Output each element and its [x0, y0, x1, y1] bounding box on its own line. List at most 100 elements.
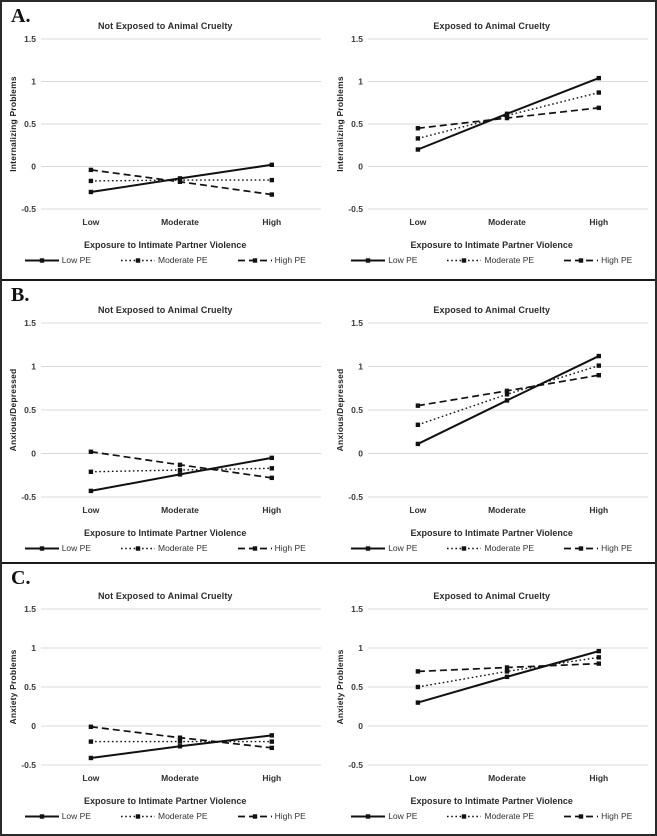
plot-svg: 1.5 1 0.5 0 -0.5 Anxious/Depressed Low Moderate… [335, 318, 648, 515]
y-tick-label: 0 [358, 721, 363, 731]
legend-swatch-solid-icon [24, 545, 59, 551]
legend-swatch-dotted-icon [120, 813, 155, 819]
y-tick-label: 1 [358, 77, 363, 87]
legend: Low PE Moderate PE High PE [351, 811, 632, 821]
series-marker [88, 469, 94, 474]
legend-label: Moderate PE [157, 811, 208, 821]
series-marker [178, 739, 183, 744]
legend-marker [578, 813, 584, 819]
x-tick-label: High [589, 217, 608, 227]
legend-label: Low PE [61, 255, 91, 265]
legend-swatch-dotted-icon [447, 813, 482, 819]
series-marker [269, 162, 275, 167]
x-tick-label: Moderate [488, 217, 526, 227]
y-tick-label: -0.5 [22, 204, 37, 214]
series-marker [415, 700, 420, 705]
y-tick-label: 0 [358, 449, 363, 459]
series-marker [596, 105, 601, 111]
legend-swatch-dashed-icon [237, 545, 272, 551]
series-marker [88, 739, 94, 744]
series-marker [269, 192, 275, 197]
legend-item: Low PE [351, 811, 417, 821]
plot-svg: 1.5 1 0.5 0 -0.5 Anxiety Problems Low Moderate H… [8, 604, 322, 783]
series-marker [88, 488, 94, 494]
y-tick-label: 0 [32, 449, 37, 459]
chart-c-exposed: Exposed to Animal Cruelty 1.5 1 0.5 0 -0.5 Anx… [329, 564, 656, 830]
legend: Low PE Moderate PE High PE [24, 543, 306, 553]
legend-swatch-dotted-icon [120, 257, 155, 263]
y-axis-label: Internalizing Problems [8, 76, 18, 172]
legend-label: High PE [601, 255, 633, 265]
legend: Low PE Moderate PE High PE [24, 255, 306, 265]
charts-row-c: Not Exposed to Animal Cruelty 1.5 1 0.5 0 -0.… [2, 564, 655, 830]
series-marker [178, 179, 183, 184]
series-marker [178, 744, 183, 749]
series-marker [178, 462, 183, 468]
legend-marker [39, 813, 44, 819]
series-marker [178, 467, 183, 473]
legend-item: Low PE [351, 255, 417, 265]
y-tick-label: 0.5 [24, 119, 36, 129]
x-tick-label: Low [409, 217, 426, 227]
series-marker [88, 167, 94, 173]
y-tick-label: 1 [32, 362, 37, 372]
series-line-moderate-pe [417, 91, 599, 140]
legend-marker [462, 545, 467, 551]
series-marker [88, 755, 94, 761]
series-marker [596, 373, 601, 378]
legend-label: High PE [601, 811, 633, 821]
plot-svg: 1.5 1 0.5 0 -0.5 Anxious/Depressed Low Moderate… [8, 318, 322, 515]
y-tick-label: -0.5 [22, 760, 37, 770]
legend-marker [135, 813, 141, 819]
y-tick-label: -0.5 [348, 204, 363, 214]
series-marker [596, 655, 601, 660]
legend-label: Moderate PE [484, 543, 535, 553]
y-tick-label: 1.5 [24, 34, 36, 44]
y-tick-label: -0.5 [22, 492, 37, 502]
legend-swatch-solid-icon [24, 257, 59, 263]
series-marker [415, 136, 420, 141]
legend-label: Moderate PE [484, 255, 535, 265]
x-tick-label: Moderate [488, 773, 526, 783]
legend-marker [365, 813, 371, 819]
y-tick-label: 1.5 [351, 604, 363, 614]
legend-marker [462, 257, 467, 263]
series-marker [415, 403, 420, 408]
series-marker [415, 684, 420, 690]
series-line-moderate-pe [417, 656, 599, 688]
series-marker [504, 115, 509, 121]
legend-item: Moderate PE [120, 811, 208, 821]
x-axis-title: Exposure to Intimate Partner Violence [84, 796, 247, 806]
x-tick-label: Moderate [488, 505, 526, 515]
x-axis-title: Exposure to Intimate Partner Violence [84, 240, 247, 250]
legend-item: Low PE [351, 543, 417, 553]
y-tick-label: 1.5 [351, 318, 363, 328]
legend-item: Moderate PE [447, 255, 534, 265]
x-axis-title: Exposure to Intimate Partner Violence [410, 796, 573, 806]
chart-a-not-exposed: Not Exposed to Animal Cruelty 1.5 1 0.5 0 -0.… [2, 2, 329, 279]
legend-swatch-solid-icon [24, 813, 59, 819]
series-marker [415, 422, 420, 427]
series-marker [504, 398, 509, 403]
legend-marker [365, 545, 371, 551]
legend-label: Moderate PE [157, 255, 208, 265]
legend-item: Moderate PE [120, 255, 208, 265]
series-marker [504, 388, 509, 394]
chart-title: Exposed to Animal Cruelty [433, 21, 551, 31]
x-axis-title: Exposure to Intimate Partner Violence [410, 528, 573, 538]
legend-swatch-solid-icon [351, 545, 386, 551]
series-marker [504, 674, 509, 680]
legend-swatch-dotted-icon [447, 257, 482, 263]
y-tick-label: 0.5 [24, 682, 36, 692]
y-tick-label: -0.5 [348, 760, 363, 770]
legend-label: High PE [274, 811, 306, 821]
y-tick-label: 0 [358, 162, 363, 172]
series-marker [269, 466, 275, 471]
legend-label: High PE [601, 543, 633, 553]
legend: Low PE Moderate PE High PE [351, 255, 632, 265]
y-tick-label: -0.5 [348, 492, 363, 502]
legend-item: Low PE [24, 255, 91, 265]
series-marker [415, 669, 420, 674]
plot-svg: 1.5 1 0.5 0 -0.5 Internalizing Problems Low Mod… [8, 34, 322, 227]
legend-swatch-dotted-icon [447, 545, 482, 551]
